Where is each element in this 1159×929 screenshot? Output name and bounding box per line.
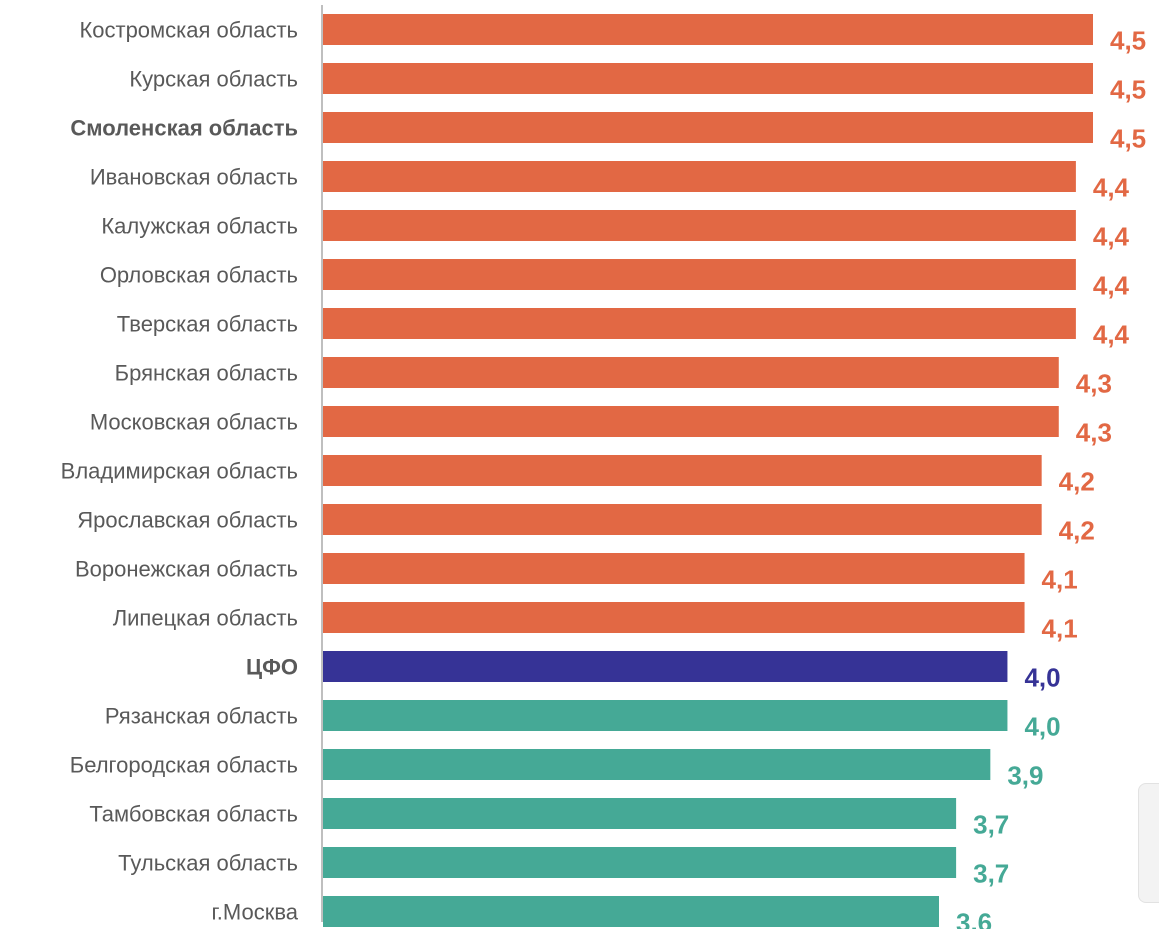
value-label: 4,2 <box>1059 516 1095 546</box>
category-label: Калужская область <box>101 214 298 239</box>
category-label: г.Москва <box>211 900 298 925</box>
bar <box>323 14 1093 45</box>
value-label: 3,7 <box>973 810 1009 840</box>
value-label: 4,2 <box>1059 467 1095 497</box>
value-label: 3,7 <box>973 859 1009 889</box>
side-panel-tab[interactable] <box>1138 783 1159 903</box>
value-label: 4,0 <box>1024 663 1060 693</box>
bar <box>323 602 1025 633</box>
category-label: Рязанская область <box>105 704 298 729</box>
category-label: Смоленская область <box>70 116 298 141</box>
category-label: Костромская область <box>79 18 298 43</box>
value-label: 4,3 <box>1076 369 1112 399</box>
bar <box>323 63 1093 94</box>
category-label: Тульская область <box>118 851 298 876</box>
category-label: Курская область <box>129 67 298 92</box>
category-label: Белгородская область <box>70 753 298 778</box>
value-label: 4,4 <box>1093 271 1130 301</box>
bar <box>323 259 1076 290</box>
bars-group <box>323 14 1093 927</box>
category-label: Орловская область <box>100 263 298 288</box>
value-label: 4,4 <box>1093 222 1130 252</box>
category-label: Ярославская область <box>77 508 298 533</box>
value-label: 4,5 <box>1110 26 1146 56</box>
value-label: 4,5 <box>1110 75 1146 105</box>
bar <box>323 504 1042 535</box>
category-label: Липецкая область <box>113 606 298 631</box>
bar <box>323 406 1059 437</box>
bar <box>323 896 939 927</box>
value-label: 4,5 <box>1110 124 1146 154</box>
value-label: 4,1 <box>1042 614 1078 644</box>
category-labels-group: Костромская область Курская область Смолен… <box>61 18 299 925</box>
value-label: 3,6 <box>956 908 992 929</box>
value-label: 4,1 <box>1042 565 1078 595</box>
bar <box>323 210 1076 241</box>
bar <box>323 798 957 829</box>
bar <box>323 357 1059 388</box>
value-label: 4,0 <box>1024 712 1060 742</box>
bar <box>323 651 1008 682</box>
category-label: Владимирская область <box>61 459 298 484</box>
category-label: Московская область <box>90 410 298 435</box>
bar <box>323 749 991 780</box>
category-label: Брянская область <box>115 361 298 386</box>
bar <box>323 553 1025 584</box>
category-label: ЦФО <box>246 655 298 680</box>
value-label: 3,9 <box>1007 761 1043 791</box>
bar <box>323 455 1042 486</box>
value-label: 4,3 <box>1076 418 1112 448</box>
bar <box>323 847 957 878</box>
category-label: Воронежская область <box>75 557 298 582</box>
value-label: 4,4 <box>1093 320 1130 350</box>
category-label: Тамбовская область <box>89 802 298 827</box>
value-label: 4,4 <box>1093 173 1130 203</box>
bar <box>323 112 1093 143</box>
bar <box>323 161 1076 192</box>
category-label: Ивановская область <box>90 165 298 190</box>
bar <box>323 700 1008 731</box>
category-label: Тверская область <box>117 312 298 337</box>
bar <box>323 308 1076 339</box>
value-labels-group: 4,5 4,5 4,5 4,4 4,4 4,4 4,4 4,3 4,3 4,2 4,2 4,1 4,1 4… <box>956 26 1146 929</box>
